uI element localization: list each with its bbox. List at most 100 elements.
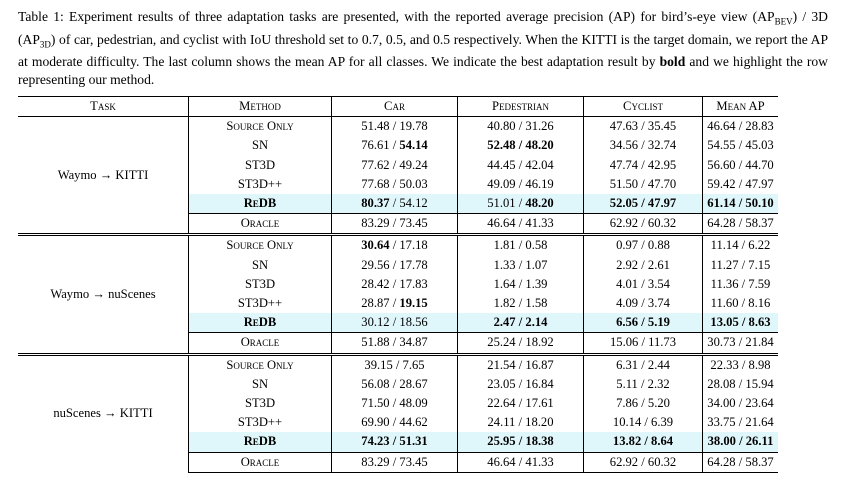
cell-car: 30.12 / 18.56 (331, 313, 458, 333)
group-nuscenes-kitti: nuScenes → KITTI Source Only 39.15 / 7.65 2… (18, 352, 779, 473)
best-value: 54.14 (399, 138, 428, 153)
value-part: 83.29 / 73.45 (361, 454, 428, 469)
value-part: 46.64 / 41.33 (487, 454, 554, 469)
cell-car: 76.61 / 54.14 (331, 136, 458, 156)
value-part: 47.74 / 42.95 (609, 157, 677, 172)
cell-car: 51.48 / 19.78 (331, 116, 458, 137)
value-part: 64.28 / 58.37 (707, 454, 774, 469)
cell-ped: 2.47 / 2.14 (457, 313, 584, 333)
method-label: ST3D++ (188, 294, 332, 314)
header-cyclist: Cyclist (583, 95, 703, 118)
cell-car: 28.87 / 19.15 (331, 294, 458, 314)
table-row: ST3D++ 77.68 / 50.03 49.09 / 46.19 51.50 / … (18, 174, 779, 195)
cell-ped: 1.82 / 1.58 (457, 294, 584, 314)
value-part: 39.15 / 7.65 (364, 357, 425, 372)
value-part: 44.45 / 42.04 (487, 157, 554, 172)
cell-ped: 24.11 / 18.20 (457, 413, 584, 433)
cell-mean: 11.36 / 7.59 (703, 275, 779, 294)
value-part: 64.28 / 58.37 (707, 216, 774, 231)
cell-car: 28.42 / 17.83 (331, 274, 458, 295)
cell-ped: 25.95 / 18.38 (457, 432, 584, 453)
value-part: 56.08 / 28.67 (361, 376, 428, 391)
value-part: 24.11 / 18.20 (487, 415, 554, 430)
value-part: 22.64 / 17.61 (487, 396, 554, 411)
value-part: 5.11 / 2.32 (616, 376, 670, 391)
value-part: 30.12 / 18.56 (361, 315, 428, 330)
method-label: Source Only (188, 352, 332, 375)
cell-mean: 11.27 / 7.15 (703, 256, 779, 275)
table-row: Waymo → nuScenes Source Only 30.64 / 17.18… (18, 233, 778, 355)
value-part: 0.97 / 0.88 (616, 238, 670, 253)
cell-cyc: 62.92 / 60.32 (583, 451, 703, 473)
value-part: 51.88 / 34.87 (361, 335, 428, 350)
value-part: 21.54 / 16.87 (487, 357, 554, 372)
cell-mean: 22.33 / 8.98 (702, 352, 778, 375)
cell-car: 39.15 / 7.65 (331, 352, 458, 375)
cell-cyc: 4.01 / 3.54 (583, 274, 703, 295)
value-part: 1.33 / 1.07 (493, 257, 548, 272)
cell-car: 56.08 / 28.67 (331, 374, 458, 395)
cell-ped: 1.81 / 0.58 (457, 233, 584, 256)
value-part: 77.68 / 50.03 (361, 176, 428, 191)
cell-mean: 59.42 / 47.97 (703, 175, 779, 194)
method-label: ReDB (188, 432, 332, 453)
cell-mean: 46.64 / 28.83 (703, 117, 779, 137)
cell-ped: 44.45 / 42.04 (457, 155, 584, 175)
cell-mean: 28.08 / 15.94 (703, 375, 779, 394)
cell-mean: 38.00 / 26.11 (702, 432, 778, 453)
value-part: 54.55 / 45.03 (707, 138, 774, 153)
best-value: 74.23 / 51.31 (361, 434, 428, 449)
table-row: ST3D 77.62 / 49.24 44.45 / 42.04 47.74 / 42… (18, 155, 779, 175)
value-part: 11.14 / 6.22 (710, 238, 771, 253)
value-part: 51.50 / 47.70 (609, 176, 677, 191)
cell-cyc: 51.50 / 47.70 (583, 174, 703, 195)
header-pedestrian: Pedestrian (457, 95, 584, 118)
cell-ped: 1.33 / 1.07 (457, 255, 584, 275)
value-part: 28.87 / (361, 296, 400, 311)
header-row: Task Method Car Pedestrian Cyclist Mean … (18, 95, 778, 118)
method-label: SN (188, 136, 332, 156)
cell-cyc: 2.92 / 2.61 (583, 255, 703, 275)
cell-ped: 46.64 / 41.33 (457, 451, 584, 473)
value-part: 1.64 / 1.39 (493, 276, 548, 291)
cell-cyc: 15.06 / 11.73 (583, 332, 703, 355)
cell-mean: 56.60 / 44.70 (703, 156, 779, 175)
value-part: 51.01 / (487, 196, 526, 211)
table-row: Oracle 83.29 / 73.45 46.64 / 41.33 62.92 / … (18, 451, 778, 473)
value-part: 47.63 / 35.45 (609, 119, 677, 134)
caption-bold-word: bold (659, 54, 686, 70)
value-part: 4.09 / 3.74 (616, 296, 670, 311)
best-value: 6.56 / 5.19 (616, 315, 670, 330)
cell-car: 74.23 / 51.31 (331, 432, 458, 453)
value-part: 77.62 / 49.24 (361, 157, 428, 172)
value-part: / 54.12 (389, 196, 428, 211)
best-value: 52.48 / 48.20 (487, 138, 554, 153)
method-label: ST3D (188, 394, 332, 414)
best-value: 25.95 / 18.38 (487, 434, 554, 449)
table-caption: Table 1: Experiment results of three ada… (18, 8, 828, 89)
value-part: 46.64 / 28.83 (707, 119, 774, 134)
caption-sub-3d: 3D (39, 39, 51, 50)
value-part: 29.56 / 17.78 (361, 257, 428, 272)
cell-ped: 51.01 / 48.20 (457, 194, 584, 214)
method-label: ST3D (188, 274, 332, 295)
cell-mean: 64.28 / 58.37 (702, 451, 778, 473)
method-label: ST3D++ (188, 413, 332, 433)
results-table: Task Method Car Pedestrian Cyclist Mean … (18, 95, 779, 473)
cell-mean: 13.05 / 8.63 (702, 313, 778, 333)
cell-cyc: 52.05 / 47.97 (583, 194, 703, 214)
caption-label: Table 1: (18, 9, 64, 24)
value-part: 76.61 / (361, 138, 400, 153)
value-part: 28.08 / 15.94 (707, 376, 774, 391)
cell-cyc: 47.74 / 42.95 (583, 155, 703, 175)
value-part: 4.01 / 3.54 (616, 276, 670, 291)
value-part: 11.36 / 7.59 (710, 276, 771, 291)
value-part: 22.33 / 8.98 (710, 357, 771, 372)
best-value: 52.05 / 47.97 (609, 196, 677, 211)
caption-text-2: ) / 3D (AP (18, 9, 828, 47)
cell-ped: 22.64 / 17.61 (457, 394, 584, 414)
table-row: nuScenes → KITTI Source Only 39.15 / 7.65 2… (18, 352, 778, 473)
table-row: ST3D++ 28.87 / 19.15 1.82 / 1.58 4.09 / 3.7… (18, 294, 778, 314)
best-value: 38.00 / 26.11 (707, 434, 774, 449)
cell-ped: 23.05 / 16.84 (457, 374, 584, 395)
